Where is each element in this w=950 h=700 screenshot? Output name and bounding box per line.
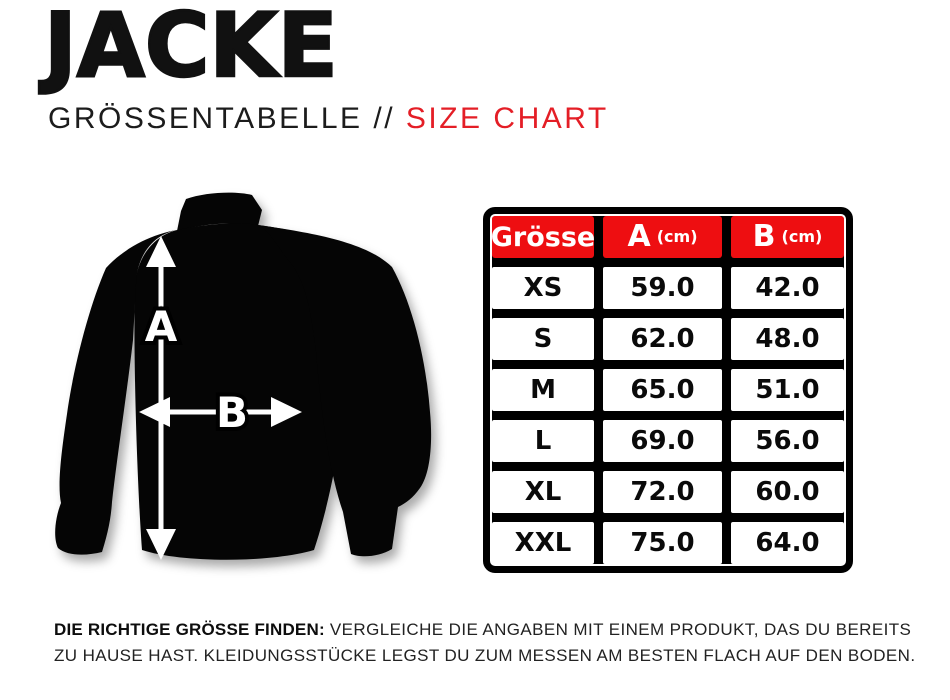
value-a-cell: 65.0 [603, 369, 722, 411]
size-cell: XXL [492, 522, 594, 564]
value-b-cell: 60.0 [731, 471, 844, 513]
size-cell: XS [492, 267, 594, 309]
size-table-grid: Grösse A (cm) B (cm) XS 59.0 42.0 S 62.0… [491, 216, 844, 564]
jacket-left-sleeve-shape [55, 230, 178, 555]
size-cell: XL [492, 471, 594, 513]
value-a-cell: 62.0 [603, 318, 722, 360]
page-title: JACKE [43, 0, 339, 97]
jacket-collar-shape [177, 192, 262, 231]
value-a-cell: 72.0 [603, 471, 722, 513]
value-a-cell: 59.0 [603, 267, 722, 309]
subtitle-english: SIZE CHART [405, 102, 609, 135]
arrow-right-icon [271, 397, 302, 427]
size-cell: S [492, 318, 594, 360]
arrow-up-icon [146, 236, 176, 267]
measure-a-label: A [145, 302, 178, 351]
size-cell: M [492, 369, 594, 411]
jacket-right-sleeve-shape [258, 225, 432, 557]
jacket-silhouette [55, 192, 432, 560]
column-header-size: Grösse [491, 216, 595, 258]
sizing-instructions: DIE RICHTIGE GRÖSSE FINDEN: VERGLEICHE D… [54, 617, 926, 670]
measure-b-arrow [139, 397, 302, 427]
arrow-down-icon [146, 529, 176, 560]
measure-a-arrow [146, 236, 176, 560]
column-header-b-letter: B [752, 219, 776, 254]
value-b-cell: 42.0 [731, 267, 844, 309]
sizing-instructions-lead: DIE RICHTIGE GRÖSSE FINDEN: [54, 620, 325, 639]
column-header-a-letter: A [627, 219, 651, 254]
column-header-b: B (cm) [731, 216, 844, 258]
value-b-cell: 51.0 [731, 369, 844, 411]
jacket-measurement-diagram: A B [55, 192, 432, 560]
value-a-cell: 75.0 [603, 522, 722, 564]
value-b-cell: 48.0 [731, 318, 844, 360]
size-table: Grösse A (cm) B (cm) XS 59.0 42.0 S 62.0… [483, 207, 853, 573]
size-cell: L [492, 420, 594, 462]
sizing-instructions-body: VERGLEICHE DIE ANGABEN MIT EINEM PRODUKT… [54, 620, 916, 666]
value-b-cell: 64.0 [731, 522, 844, 564]
column-header-a-unit: (cm) [656, 227, 698, 246]
page-subtitle: GRÖSSENTABELLE // SIZE CHART [48, 102, 609, 136]
value-b-cell: 56.0 [731, 420, 844, 462]
column-header-b-unit: (cm) [781, 227, 823, 246]
subtitle-separator: // [362, 102, 406, 135]
value-a-cell: 69.0 [603, 420, 722, 462]
column-header-a: A (cm) [603, 216, 722, 258]
subtitle-german: GRÖSSENTABELLE [48, 102, 363, 135]
arrow-left-icon [139, 397, 170, 427]
jacket-body-shape [134, 223, 351, 560]
measure-b-label: B [216, 388, 248, 437]
